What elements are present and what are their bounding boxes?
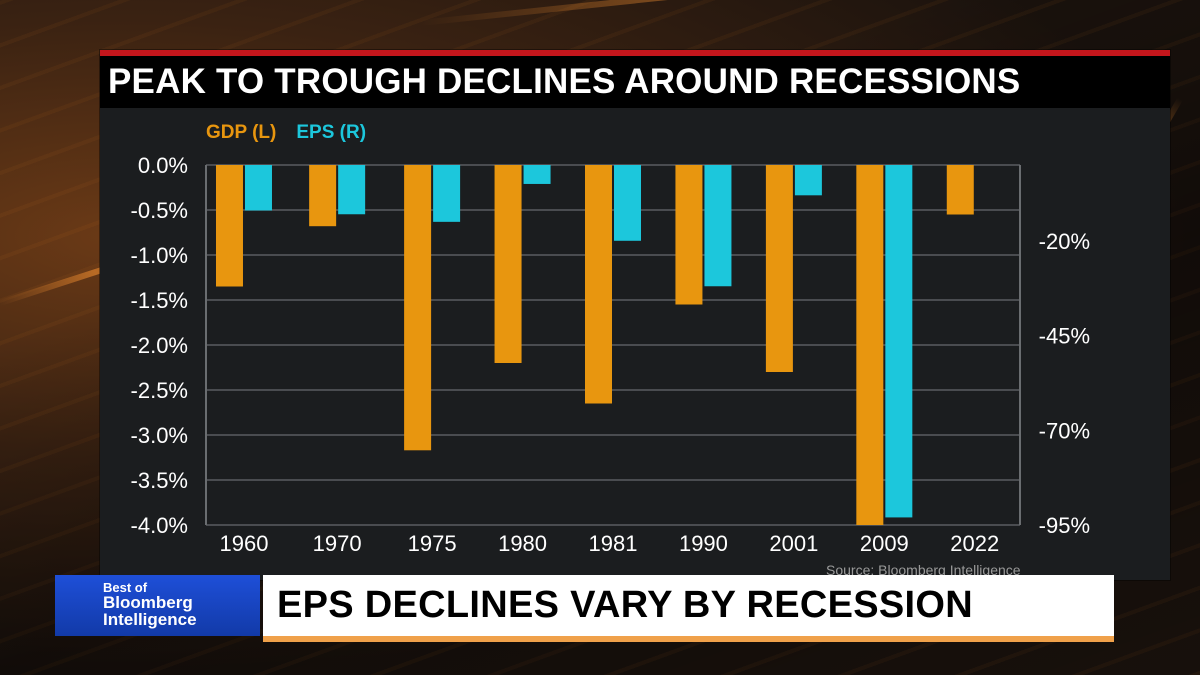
lower-third-headline: EPS DECLINES VARY BY RECESSION (263, 575, 1114, 636)
x-tick-label: 1975 (408, 531, 457, 556)
y-left-tick-label: -2.5% (131, 378, 188, 403)
y-left-tick-label: -4.0% (131, 513, 188, 538)
eps-bar (523, 165, 551, 184)
legend-gdp: GDP (L) (206, 122, 277, 143)
gdp-bar (585, 165, 612, 404)
title-bar: PEAK TO TROUGH DECLINES AROUND RECESSION… (100, 56, 1170, 108)
panel-accent-line (100, 50, 1170, 56)
gdp-bar (215, 165, 243, 287)
gdp-bar (494, 165, 522, 363)
gdp-bar (856, 165, 884, 525)
logo-line-best-of: Best of (103, 580, 148, 595)
eps-bar (614, 165, 641, 241)
y-left-tick-label: -3.0% (131, 423, 188, 448)
y-right-tick-label: -20% (1039, 229, 1090, 254)
gdp-bar (404, 165, 432, 451)
y-left-tick-label: 0.0% (138, 153, 188, 178)
chart-title: PEAK TO TROUGH DECLINES AROUND RECESSION… (108, 62, 1021, 101)
x-tick-label: 2001 (769, 531, 818, 556)
logo-line-intelligence: Intelligence (103, 610, 197, 629)
bloomberg-intelligence-logo: Best of Bloomberg Intelligence (55, 575, 260, 636)
y-left-tick-label: -2.0% (131, 333, 188, 358)
y-right-tick-label: -70% (1039, 418, 1090, 443)
y-left-tick-label: -3.5% (131, 468, 188, 493)
eps-bar (794, 165, 822, 196)
legend-eps: EPS (R) (296, 122, 367, 143)
legend: GDP (L) EPS (R) (206, 122, 366, 144)
headline-underline (263, 636, 1114, 642)
gdp-bar (309, 165, 337, 227)
source-note: Source: Bloomberg Intelligence (826, 562, 1021, 578)
eps-bar (704, 165, 732, 287)
x-tick-label: 1960 (220, 531, 269, 556)
x-tick-label: 2009 (860, 531, 909, 556)
y-right-tick-label: -95% (1039, 513, 1090, 538)
y-left-tick-label: -1.0% (131, 243, 188, 268)
y-right-tick-label: -45% (1039, 324, 1090, 349)
x-tick-label: 1981 (589, 531, 638, 556)
headline-text: EPS DECLINES VARY BY RECESSION (277, 584, 973, 626)
eps-bar (338, 165, 366, 215)
x-tick-label: 2022 (950, 531, 999, 556)
logo-line-bloomberg: Bloomberg (103, 593, 193, 612)
gdp-bar (946, 165, 974, 215)
gdp-bar (765, 165, 793, 372)
gdp-bar (675, 165, 703, 305)
eps-bar (244, 165, 272, 211)
x-tick-label: 1990 (679, 531, 728, 556)
x-tick-label: 1980 (498, 531, 547, 556)
eps-bar (885, 165, 913, 518)
eps-bar (433, 165, 461, 222)
y-left-tick-label: -0.5% (131, 198, 188, 223)
chart-panel (100, 50, 1170, 580)
y-left-tick-label: -1.5% (131, 288, 188, 313)
x-tick-label: 1970 (313, 531, 362, 556)
